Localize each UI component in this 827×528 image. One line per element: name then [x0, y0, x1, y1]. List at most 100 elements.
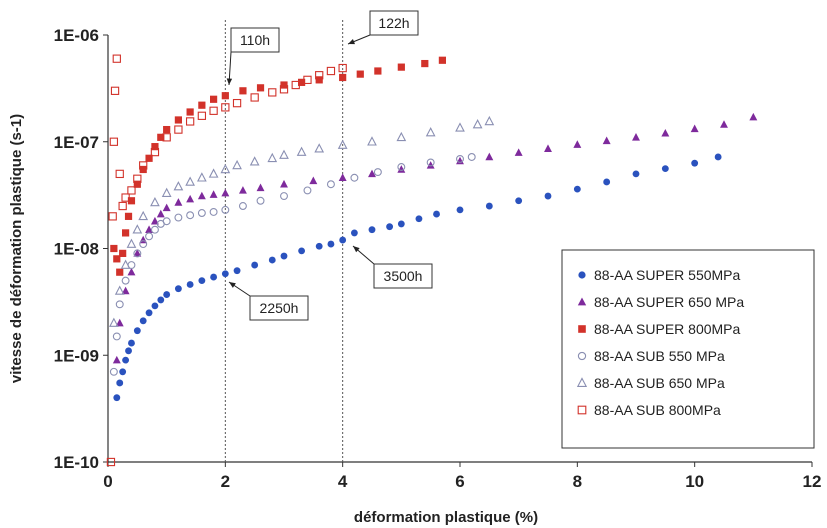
- data-point: [374, 67, 382, 75]
- data-point: [145, 154, 153, 162]
- annotation: 3500h: [352, 245, 433, 289]
- data-point: [426, 158, 435, 167]
- data-point: [397, 163, 406, 171]
- data-point: [749, 112, 758, 121]
- data-point: [150, 216, 159, 225]
- legend-entry: 88-AA SUPER 650 MPa: [577, 294, 744, 310]
- data-point: [303, 186, 312, 195]
- data-point: [238, 202, 247, 210]
- data-point: [267, 152, 278, 163]
- data-point: [280, 252, 288, 260]
- x-axis-label: déformation plastique (%): [354, 509, 538, 526]
- data-point: [138, 210, 149, 221]
- data-point: [186, 108, 194, 116]
- data-point: [197, 209, 206, 217]
- data-point: [151, 302, 159, 310]
- data-point: [120, 259, 131, 269]
- data-point: [280, 81, 288, 89]
- data-point: [397, 63, 405, 71]
- data-point: [124, 212, 133, 220]
- y-tick-label: 1E-10: [54, 453, 99, 472]
- data-point: [127, 197, 136, 205]
- data-point: [691, 159, 699, 167]
- data-point: [113, 394, 121, 402]
- data-point: [515, 197, 523, 205]
- data-point: [249, 156, 260, 166]
- data-point: [114, 285, 125, 295]
- data-point: [573, 140, 582, 148]
- data-point: [221, 205, 230, 214]
- data-point: [133, 249, 142, 257]
- data-point: [350, 229, 358, 237]
- data-point: [185, 176, 196, 186]
- data-point: [209, 190, 218, 198]
- data-point: [174, 285, 182, 293]
- series-5: [106, 54, 347, 467]
- legend-label: 88-AA SUPER 550MPa: [594, 267, 741, 283]
- data-point: [415, 215, 423, 223]
- legend-entry: 88-AA SUB 650 MPa: [576, 375, 725, 391]
- data-point: [139, 240, 148, 249]
- data-point: [326, 180, 335, 189]
- data-point: [197, 111, 207, 120]
- data-point: [690, 124, 699, 133]
- legend-label: 88-AA SUB 800MPa: [594, 402, 721, 418]
- data-point: [186, 281, 194, 288]
- legend-entry: 88-AA SUPER 550MPa: [578, 267, 741, 283]
- data-point: [150, 147, 160, 157]
- y-axis-label: vitesse de déformation plastique (s-1): [8, 114, 25, 383]
- data-point: [127, 267, 136, 276]
- data-point: [121, 276, 130, 285]
- annotation-box: [230, 27, 280, 53]
- data-point: [162, 133, 171, 142]
- data-point: [221, 103, 230, 112]
- series-2: [110, 56, 446, 276]
- data-point: [239, 87, 247, 95]
- data-point: [221, 188, 230, 197]
- data-point: [456, 206, 464, 214]
- data-point: [544, 192, 552, 200]
- data-point: [421, 59, 429, 68]
- legend-entry: 88-AA SUPER 800MPa: [578, 321, 741, 337]
- data-point: [298, 247, 306, 255]
- data-point: [386, 223, 394, 231]
- data-point: [150, 225, 159, 234]
- annotation-box: [249, 295, 309, 321]
- x-tick-label: 4: [338, 472, 348, 491]
- data-point: [291, 80, 300, 90]
- data-point: [162, 217, 171, 226]
- annotation: 122h: [347, 10, 419, 45]
- data-point: [220, 163, 231, 174]
- data-point: [279, 149, 289, 159]
- legend-marker: [577, 297, 587, 306]
- data-point: [145, 225, 154, 233]
- data-point: [433, 210, 440, 218]
- data-point: [425, 127, 436, 137]
- data-point: [298, 78, 306, 86]
- data-point: [337, 139, 348, 149]
- data-point: [108, 212, 117, 221]
- data-point: [157, 296, 165, 304]
- legend-entry: 88-AA SUB 550 MPa: [577, 348, 725, 364]
- data-point: [485, 152, 494, 161]
- data-point: [174, 213, 183, 222]
- data-point: [373, 168, 382, 177]
- annotation-box: [373, 263, 433, 289]
- axes: 0 2 4 6 8 10 12 1E-10 1E-09 1E-08 1E-07 1E-06 déform…: [8, 26, 821, 526]
- data-point: [210, 95, 218, 103]
- data-point: [368, 169, 376, 178]
- data-point: [467, 153, 476, 161]
- data-point: [232, 98, 242, 108]
- data-point: [133, 249, 142, 258]
- data-point: [338, 173, 347, 181]
- data-point: [109, 137, 119, 146]
- data-point: [484, 115, 495, 126]
- data-point: [198, 101, 206, 109]
- data-point: [232, 159, 242, 170]
- data-point: [174, 125, 183, 134]
- annotation-arrowhead: [226, 78, 233, 85]
- data-point: [350, 173, 359, 182]
- legend-marker: [576, 377, 588, 387]
- series-4: [108, 115, 495, 327]
